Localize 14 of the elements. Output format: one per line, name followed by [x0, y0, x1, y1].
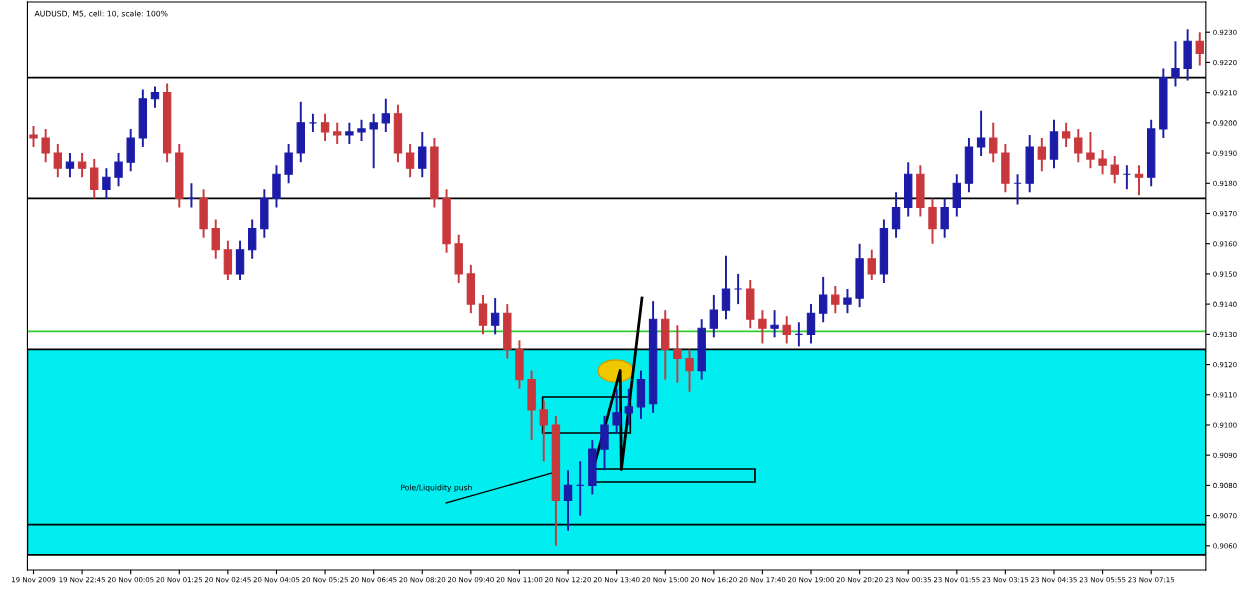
candlestick — [369, 112, 378, 170]
candlestick — [831, 285, 840, 315]
candlestick — [345, 121, 354, 145]
candlestick — [843, 288, 852, 315]
candlestick — [1171, 40, 1180, 88]
candlestick — [1098, 149, 1107, 176]
candlestick — [624, 387, 633, 426]
candlestick — [333, 121, 342, 145]
candlestick — [29, 124, 38, 148]
candlestick — [1086, 130, 1095, 170]
candlestick — [600, 414, 609, 472]
candlestick — [928, 197, 937, 245]
candlestick — [272, 164, 281, 209]
candlestick — [357, 118, 366, 142]
